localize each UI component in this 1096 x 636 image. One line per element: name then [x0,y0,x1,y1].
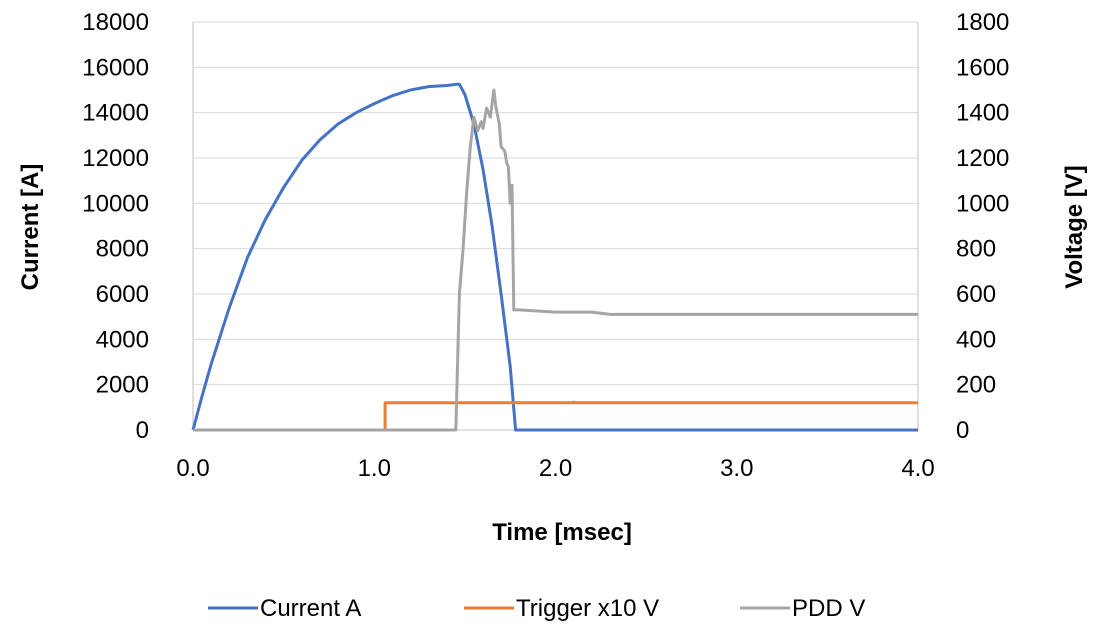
y-tick-label: 8000 [96,236,149,263]
x-tick-label: 1.0 [358,455,391,482]
y2-tick-label: 600 [956,281,996,308]
y-tick-label: 16000 [82,54,149,81]
y-axis-title: Current [A] [17,164,44,291]
series-line-0 [191,82,918,432]
y2-tick-label: 1800 [956,9,1009,36]
y2-tick-label: 1000 [956,190,1009,217]
y-tick-label: 2000 [96,372,149,399]
y-tick-label: 18000 [82,9,149,36]
y-tick-label: 4000 [96,326,149,353]
y2-tick-label: 800 [956,236,996,263]
y2-tick-label: 0 [956,417,969,444]
series-line-2 [193,88,918,432]
y-tick-label: 6000 [96,281,149,308]
x-tick-label: 4.0 [901,455,934,482]
legend-label: Trigger x10 V [516,595,659,622]
legend-label: PDD V [792,595,865,622]
y-tick-label: 14000 [82,100,149,127]
x-tick-label: 0.0 [176,455,209,482]
x-tick-label: 2.0 [539,455,572,482]
y-tick-label: 12000 [82,145,149,172]
series-line-1 [193,400,918,432]
tick-labels: 0 0 2000 200 4000 400 6000 600 8000 800 10000 1000 1… [82,9,1009,482]
y-tick-label: 10000 [82,190,149,217]
x-tick-label: 3.0 [720,455,753,482]
y2-tick-label: 1600 [956,54,1009,81]
x-axis-title: Time [msec] [492,519,632,546]
plot-area [191,82,918,432]
y2-tick-label: 400 [956,326,996,353]
legend-label: Current A [260,595,361,622]
y2-axis-title: Voltage [V] [1061,165,1088,289]
y2-tick-label: 1400 [956,100,1009,127]
y-tick-label: 0 [136,417,149,444]
legend: Current A Trigger x10 V PDD V [208,595,865,622]
gridlines [192,21,919,431]
y2-tick-label: 1200 [956,145,1009,172]
y2-tick-label: 200 [956,372,996,399]
